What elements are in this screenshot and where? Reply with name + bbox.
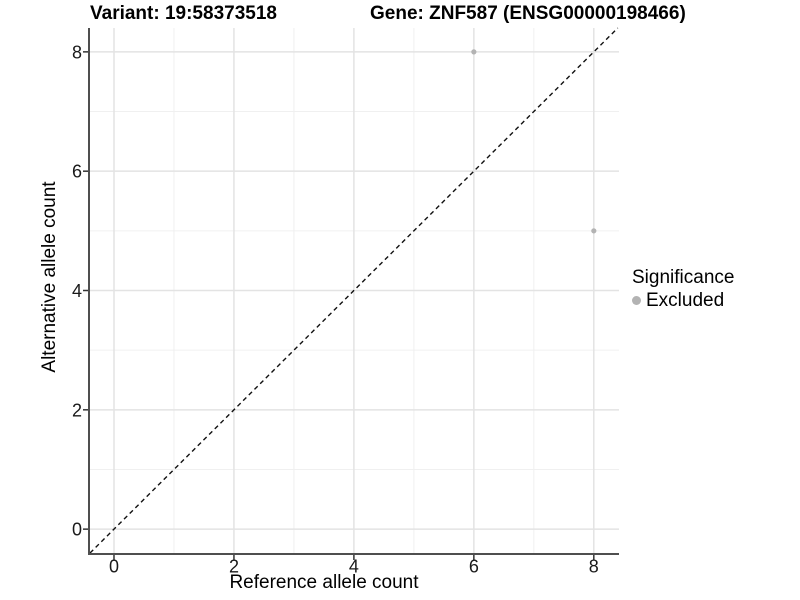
x-tick-label: 4 [349, 557, 359, 577]
legend-item-excluded: Excluded [632, 289, 734, 312]
y-tick-label: 0 [72, 520, 82, 540]
x-tick-label: 0 [109, 557, 119, 577]
y-axis-title: Alternative allele count [39, 181, 60, 373]
legend-item-label: Excluded [646, 290, 725, 311]
y-tick-label: 4 [72, 281, 82, 301]
x-axis-title: Reference allele count [229, 572, 419, 593]
legend-point-swatch [632, 296, 641, 305]
y-tick-label: 8 [72, 42, 82, 62]
legend: Significance Excluded [632, 266, 734, 312]
legend-title: Significance [632, 267, 735, 288]
identity-dashed-line [89, 27, 619, 554]
y-tick-label: 6 [72, 162, 82, 182]
plot-title-variant: Variant: 19:58373518 [90, 3, 277, 24]
data-point [471, 49, 477, 55]
plot-title: Variant: 19:58373518 Gene: ZNF587 (ENSG0… [0, 3, 800, 27]
x-tick-label: 2 [229, 557, 239, 577]
y-tick-label: 2 [72, 400, 82, 420]
data-point [591, 228, 597, 234]
x-tick-label: 6 [469, 557, 479, 577]
x-tick-label: 8 [589, 557, 599, 577]
plot-title-gene: Gene: ZNF587 (ENSG00000198466) [370, 3, 686, 24]
